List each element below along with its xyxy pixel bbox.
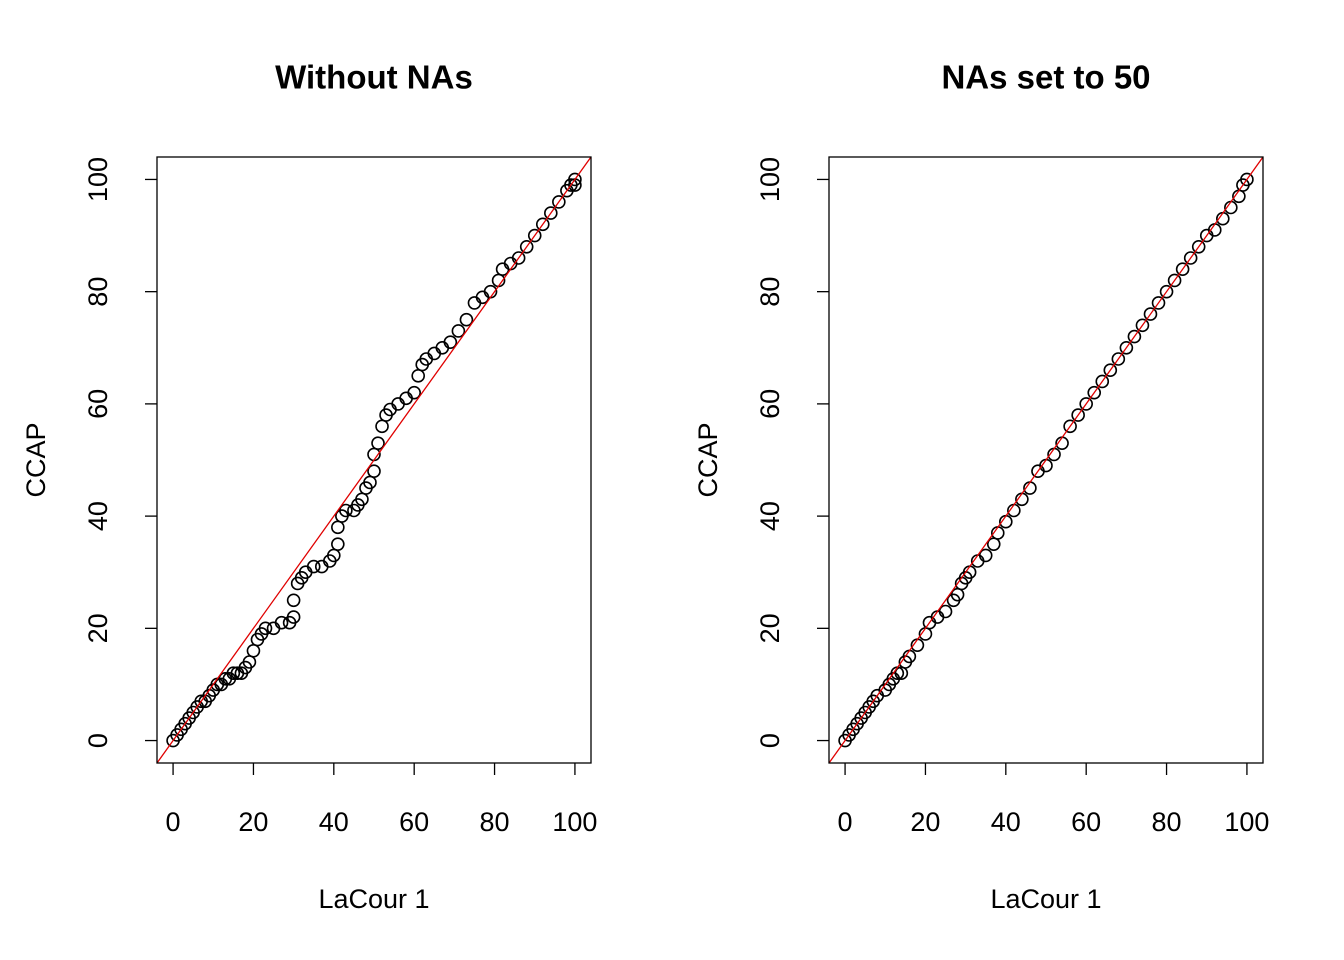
point: [246, 643, 261, 658]
point: [407, 385, 421, 400]
plot-frame: [156, 156, 592, 764]
x-axis-label: LaCour 1: [990, 884, 1101, 914]
x-tick-label: 0: [838, 807, 853, 837]
point: [1159, 284, 1174, 299]
point: [339, 503, 353, 518]
x-axis-label: LaCour 1: [318, 884, 429, 914]
y-tick-label: 100: [755, 157, 785, 202]
point: [1103, 363, 1118, 378]
point: [443, 335, 458, 349]
x-tick-label: 60: [1071, 807, 1101, 837]
point: [451, 324, 466, 338]
point: [371, 436, 385, 450]
y-tick-label: 40: [755, 501, 785, 531]
x-tick-label: 60: [399, 807, 429, 837]
reference-line: [829, 157, 1263, 763]
point: [367, 464, 381, 479]
point: [1095, 374, 1110, 389]
point: [1087, 385, 1102, 400]
point: [535, 217, 550, 232]
y-tick-label: 0: [83, 733, 113, 748]
x-tick-label: 0: [166, 807, 181, 837]
x-tick-label: 80: [1152, 807, 1182, 837]
y-tick-label: 80: [755, 277, 785, 307]
point: [258, 621, 273, 636]
point: [331, 520, 345, 535]
point: [519, 239, 534, 254]
point: [1063, 419, 1077, 434]
y-tick-label: 60: [755, 389, 785, 419]
point: [511, 251, 526, 265]
point: [938, 604, 953, 619]
point: [1111, 352, 1126, 366]
reference-line: [157, 157, 591, 763]
point: [1119, 340, 1134, 355]
point: [552, 195, 566, 209]
point: [331, 537, 345, 551]
y-tick-label: 0: [755, 733, 785, 748]
point: [411, 369, 426, 383]
x-tick-label: 80: [480, 807, 510, 837]
x-tick-label: 20: [910, 807, 940, 837]
y-tick-label: 60: [83, 389, 113, 419]
y-axis-label: CCAP: [693, 422, 723, 497]
y-tick-label: 20: [83, 613, 113, 643]
point: [544, 206, 558, 220]
point: [1071, 408, 1085, 422]
point: [1191, 239, 1206, 254]
x-tick-label: 100: [1224, 807, 1269, 837]
x-tick-label: 40: [991, 807, 1021, 837]
point: [226, 666, 241, 681]
point: [1240, 172, 1254, 187]
plot-frame: [828, 156, 1264, 764]
point: [286, 593, 301, 608]
y-tick-label: 80: [83, 277, 113, 307]
point: [286, 610, 301, 624]
point: [978, 548, 993, 563]
point: [459, 312, 474, 327]
x-tick-label: 20: [238, 807, 268, 837]
point: [1135, 318, 1150, 333]
panel: NAs set to 50 LaCour 1 CCAP 0 20 40 60 80 100 0 20…: [693, 59, 1269, 914]
chart-title: NAs set to 50: [941, 59, 1150, 96]
chart-title: Without NAs: [275, 59, 473, 96]
point: [1151, 296, 1166, 310]
point: [1167, 273, 1182, 288]
point: [1127, 329, 1142, 344]
point: [1079, 397, 1093, 411]
y-tick-label: 20: [755, 613, 785, 643]
x-tick-label: 40: [319, 807, 349, 837]
point: [274, 615, 289, 630]
y-tick-label: 40: [83, 501, 113, 531]
point: [986, 537, 1001, 551]
point: [1143, 307, 1158, 321]
x-tick-label: 100: [552, 807, 597, 837]
panel: Without NAs LaCour 1 CCAP 0 20 40 60 80 100 0 20 40…: [21, 59, 597, 914]
point: [306, 559, 321, 574]
point: [375, 419, 389, 434]
y-tick-label: 100: [83, 157, 113, 202]
point: [1183, 251, 1198, 265]
y-axis-label: CCAP: [21, 422, 51, 497]
point: [527, 228, 542, 243]
point: [1175, 262, 1190, 277]
point: [568, 172, 582, 187]
